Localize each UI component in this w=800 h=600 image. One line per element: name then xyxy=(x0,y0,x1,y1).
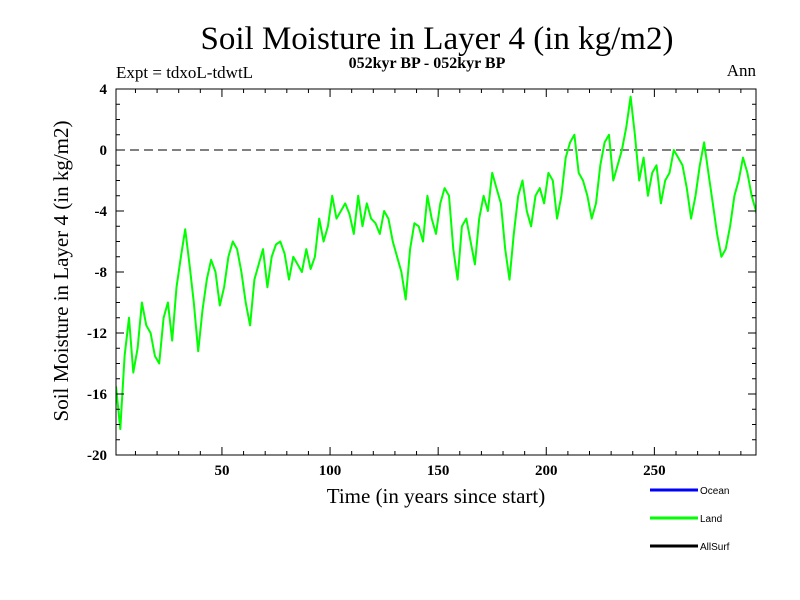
legend-label-land: Land xyxy=(700,514,722,525)
y-tick-label: 0 xyxy=(100,143,108,159)
y-tick-label: -12 xyxy=(87,326,107,342)
y-tick-label: -16 xyxy=(87,387,107,403)
chart-title: Soil Moisture in Layer 4 (in kg/m2) xyxy=(201,21,674,57)
legend-label-ocean: Ocean xyxy=(700,486,729,497)
x-tick-label: 250 xyxy=(643,463,666,479)
y-tick-label: 4 xyxy=(100,82,108,98)
season-label: Ann xyxy=(727,61,757,80)
x-tick-label: 100 xyxy=(319,463,342,479)
y-axis-label: Soil Moisture in Layer 4 (in kg/m2) xyxy=(49,121,73,422)
x-tick-label: 150 xyxy=(427,463,450,479)
legend-label-allsurf: AllSurf xyxy=(700,542,730,553)
y-tick-label: -20 xyxy=(87,448,107,464)
y-tick-label: -8 xyxy=(95,265,108,281)
experiment-label: Expt = tdxoL-tdwtL xyxy=(116,63,253,82)
series-line-land xyxy=(116,95,756,431)
x-tick-label: 200 xyxy=(535,463,558,479)
plot-frame xyxy=(115,88,757,456)
x-tick-label: 50 xyxy=(214,463,229,479)
x-axis-label: Time (in years since start) xyxy=(327,484,546,508)
chart-subtitle: 052kyr BP - 052kyr BP xyxy=(349,55,506,72)
legend: Ocean Land AllSurf xyxy=(650,486,730,553)
y-tick-label: -4 xyxy=(95,204,108,220)
